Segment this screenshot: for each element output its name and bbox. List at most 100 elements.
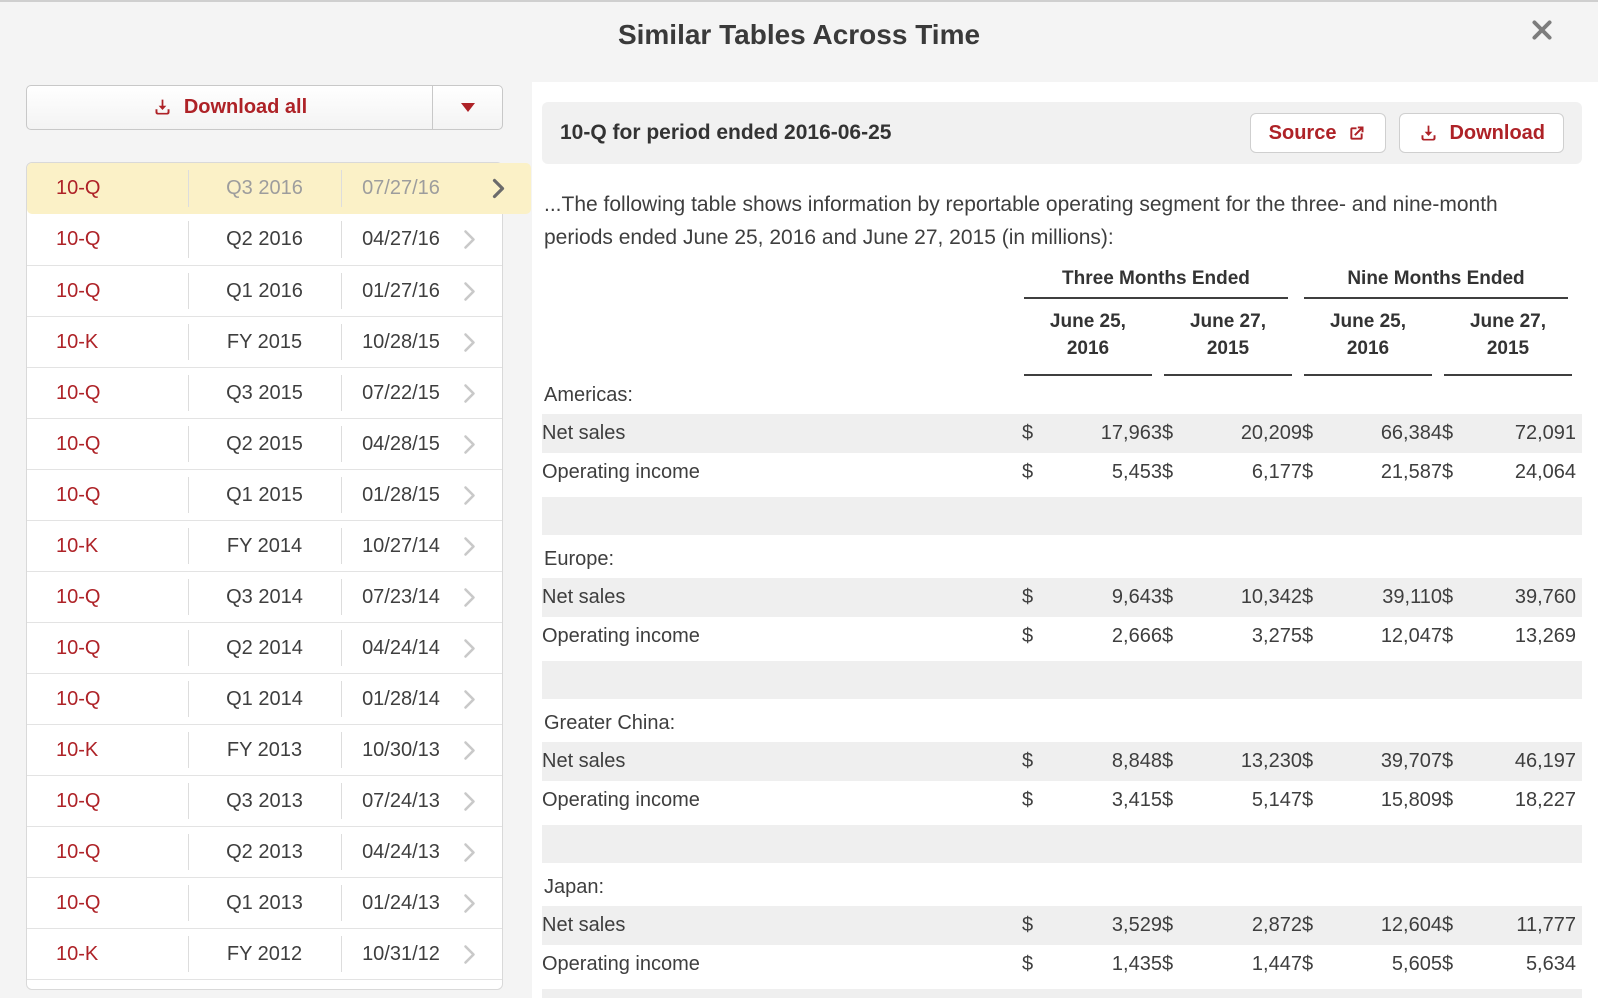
filing-list-item[interactable]: 10-K FY 2014 10/27/14 [27,520,502,571]
filing-date: 07/27/16 [341,163,461,214]
filing-list-item[interactable]: 10-Q Q1 2014 01/28/14 [27,673,502,724]
intro-text: ...The following table shows information… [544,193,1498,249]
value-cell: 24,064 [1514,461,1576,483]
dollar-sign: $ [1161,906,1195,945]
column-group-header: Nine Months Ended [1303,268,1568,299]
value-cell: 13,269 [1514,625,1576,647]
value-cell: 20,209 [1194,414,1302,453]
dollar-sign: $ [1021,789,1034,811]
filing-chevron [461,266,502,316]
chevron-right-icon [464,689,475,709]
filing-chevron [461,470,502,520]
dollar-sign: $ [1161,789,1174,811]
filing-date: 07/24/13 [341,776,461,826]
dollar-sign: $ [1161,625,1174,647]
external-link-icon [1350,126,1364,140]
page-title: Similar Tables Across Time [617,19,981,50]
filing-chevron [461,368,502,418]
section-label: Americas: [544,383,633,406]
filing-list-item[interactable]: 10-Q Q1 2016 01/27/16 [27,265,502,316]
table-row: Net sales $17,963 $20,209 $66,384 $72,091 [542,414,1582,453]
filing-list-item[interactable]: 10-Q Q2 2014 04/24/14 [27,622,502,673]
section-label: Europe: [544,547,615,570]
source-label: Source [1268,121,1337,144]
filing-date: 10/27/14 [341,521,461,571]
filing-period: Q3 2014 [188,572,341,622]
filing-list-item[interactable]: 10-Q Q3 2016 07/27/16 [27,163,531,214]
table-row: Operating income $3,415 $5,147 $15,809 $18,… [542,781,1582,820]
value-cell: 72,091 [1474,414,1582,453]
value-cell: 21,587 [1380,461,1442,483]
filing-list-item[interactable]: 10-K FY 2012 10/31/12 [27,928,502,979]
value-cell: 39,110 [1334,578,1442,617]
spacer-row [542,825,1582,863]
filing-list-item[interactable]: 10-K FY 2015 10/28/15 [27,316,502,367]
filing-chevron [461,674,502,724]
panel-actions: Source Download [1249,113,1564,153]
column-header: June 27, 2015 [1443,299,1572,376]
filing-type: 10-K [56,738,99,761]
download-all-split-button: Download all [26,85,503,130]
value-cell: 18,227 [1514,789,1576,811]
chevron-right-icon [464,536,475,556]
filing-date: 01/24/13 [341,878,461,928]
dollar-sign: $ [1441,625,1454,647]
chevron-right-icon [492,178,505,199]
value-cell: 10,342 [1194,578,1302,617]
filing-list-item[interactable]: 10-Q Q2 2015 04/28/15 [27,418,502,469]
filing-list-item[interactable]: 10-Q Q2 2013 04/24/13 [27,826,502,877]
dollar-sign: $ [1441,953,1454,975]
filing-list-item[interactable]: 10-Q Q1 2015 01/28/15 [27,469,502,520]
filing-type: 10-K [56,942,99,965]
filing-period: Q3 2015 [188,368,341,418]
table-row: Net sales $3,529 $2,872 $12,604 $11,777 [542,906,1582,945]
table-row: Operating income $2,666 $3,275 $12,047 $13,… [542,617,1582,656]
value-cell: 6,177 [1251,461,1302,483]
filing-chevron [461,776,502,826]
table-row: Operating income $5,453 $6,177 $21,587 $24,… [542,453,1582,492]
table-header-row: Three Months Ended Nine Months Ended [542,268,1582,299]
dollar-sign: $ [1441,906,1475,945]
filing-list-item[interactable]: 10-Q Q3 2013 07/24/13 [27,775,502,826]
filing-date: 01/28/15 [341,470,461,520]
column-header: June 25, 2016 [1303,299,1432,376]
dollar-sign: $ [1301,461,1314,483]
filing-list-item[interactable]: 10-Q Q3 2014 07/23/14 [27,571,502,622]
download-all-dropdown-button[interactable] [433,86,502,129]
download-all-button[interactable]: Download all [27,86,433,129]
filing-date: 10/28/15 [341,317,461,367]
dollar-sign: $ [1301,742,1335,781]
filing-period: Q1 2015 [188,470,341,520]
filing-list-item[interactable]: 10-K FY 2013 10/30/13 [27,724,502,775]
value-cell: 3,275 [1251,625,1302,647]
filing-list-item[interactable]: 10-Q Q2 2016 04/27/16 [27,214,502,265]
row-label: Operating income [542,789,700,811]
filing-list-item[interactable]: 10-Q Q1 2013 01/24/13 [27,877,502,928]
row-label: Operating income [542,625,700,647]
value-cell: 12,047 [1380,625,1442,647]
chevron-right-icon [464,485,475,505]
value-cell: 8,848 [1054,742,1162,781]
filing-chevron [461,929,502,979]
table-subheader-row: June 25, 2016 June 27, 2015 June 25, 2016 J… [542,299,1582,376]
section-label-row: Japan: [542,868,1582,906]
value-cell: 5,605 [1391,953,1442,975]
filing-type: 10-Q [56,687,101,710]
spacer-row [542,661,1582,699]
detail-panel: 10-Q for period ended 2016-06-25 Source … [532,82,1598,998]
panel-header: 10-Q for period ended 2016-06-25 Source … [542,102,1582,164]
filing-period: Q1 2016 [188,266,341,316]
value-cell: 11,777 [1474,906,1582,945]
source-button[interactable]: Source [1249,113,1387,153]
filing-list-item[interactable]: 10-Q Q3 2015 07/22/15 [27,367,502,418]
filing-date: 01/27/16 [341,266,461,316]
dollar-sign: $ [1441,789,1454,811]
filing-type: 10-K [56,534,99,557]
value-cell: 39,760 [1474,578,1582,617]
download-button[interactable]: Download [1399,113,1564,153]
segment-table: Three Months Ended Nine Months Ended Jun… [542,268,1582,998]
filing-period: FY 2012 [188,929,341,979]
close-button[interactable] [1526,14,1558,46]
filing-chevron [461,521,502,571]
